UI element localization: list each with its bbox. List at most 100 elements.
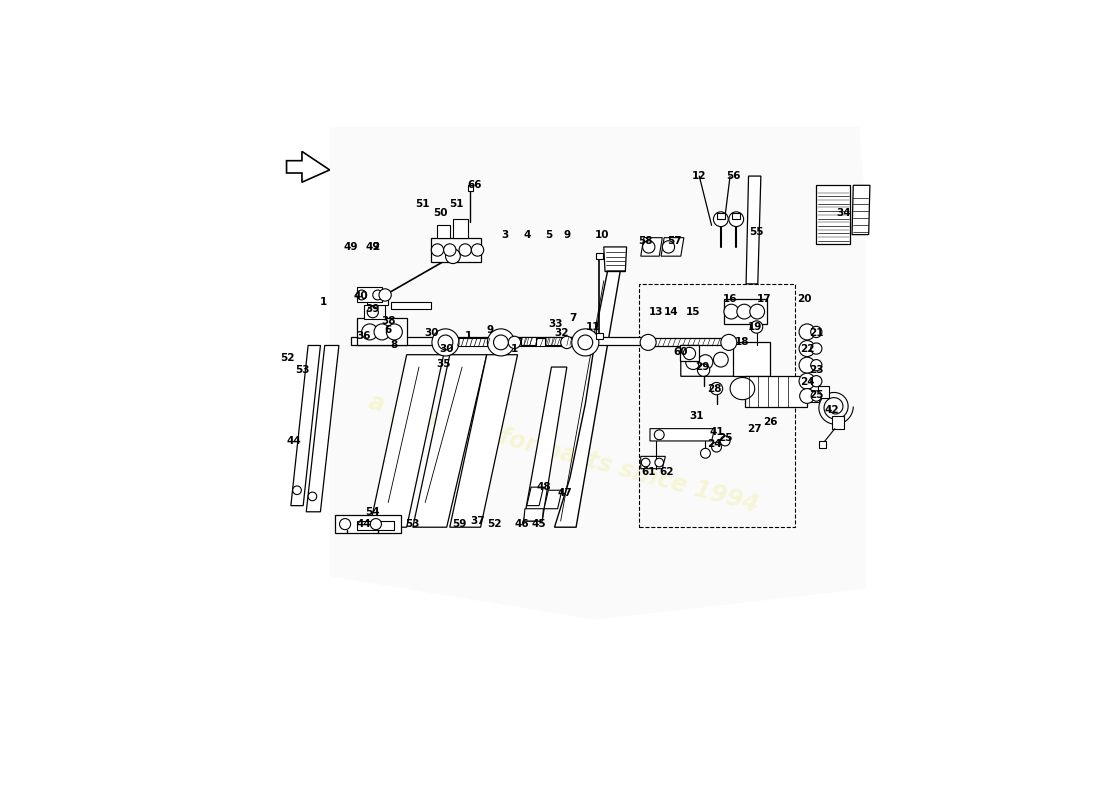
Circle shape: [683, 347, 695, 360]
Text: 13: 13: [649, 306, 663, 317]
Circle shape: [431, 244, 443, 256]
Text: 46: 46: [515, 519, 529, 529]
Circle shape: [799, 324, 815, 340]
Polygon shape: [732, 213, 740, 219]
Polygon shape: [527, 487, 543, 506]
Polygon shape: [358, 521, 394, 530]
Polygon shape: [290, 346, 320, 506]
Text: 44: 44: [287, 436, 301, 446]
Polygon shape: [640, 238, 662, 256]
Text: 3: 3: [502, 230, 509, 240]
Circle shape: [378, 289, 392, 301]
Circle shape: [362, 324, 377, 340]
Polygon shape: [717, 213, 725, 219]
Text: 24: 24: [707, 439, 722, 449]
Text: 21: 21: [810, 328, 824, 338]
Polygon shape: [455, 338, 493, 346]
Text: 36: 36: [356, 331, 371, 342]
Circle shape: [799, 373, 815, 390]
Polygon shape: [820, 441, 825, 448]
Text: 8: 8: [390, 341, 398, 350]
Circle shape: [800, 389, 814, 403]
Text: 12: 12: [692, 171, 706, 181]
Polygon shape: [392, 302, 431, 309]
Circle shape: [654, 458, 663, 467]
Text: 61: 61: [641, 466, 656, 477]
Text: 52: 52: [487, 519, 502, 529]
Circle shape: [701, 448, 711, 458]
Text: 9: 9: [486, 325, 494, 335]
Polygon shape: [334, 515, 400, 534]
Text: 45: 45: [531, 519, 547, 529]
Text: 16: 16: [723, 294, 737, 304]
Text: 39: 39: [365, 303, 380, 314]
Circle shape: [293, 486, 301, 494]
Text: 1: 1: [510, 343, 518, 354]
Polygon shape: [818, 386, 828, 398]
Polygon shape: [566, 338, 582, 346]
Polygon shape: [733, 342, 770, 376]
Polygon shape: [366, 298, 388, 306]
Polygon shape: [544, 490, 562, 509]
Text: 28: 28: [707, 383, 722, 394]
Text: 55: 55: [749, 226, 763, 237]
Circle shape: [487, 329, 515, 356]
Circle shape: [714, 212, 728, 226]
Text: 26: 26: [763, 418, 778, 427]
Circle shape: [720, 334, 737, 350]
Text: 49: 49: [344, 242, 359, 252]
Circle shape: [443, 244, 456, 256]
Polygon shape: [647, 338, 730, 346]
Text: 10: 10: [595, 230, 609, 240]
Text: 30: 30: [440, 343, 454, 354]
Circle shape: [373, 290, 383, 300]
Polygon shape: [524, 367, 567, 521]
Text: 41: 41: [710, 426, 724, 437]
Text: 53: 53: [406, 519, 420, 529]
Ellipse shape: [730, 378, 755, 400]
Text: 20: 20: [796, 294, 811, 304]
Text: 38: 38: [381, 316, 395, 326]
Circle shape: [711, 382, 723, 394]
Circle shape: [508, 336, 520, 349]
Polygon shape: [358, 318, 407, 346]
Text: 33: 33: [549, 319, 563, 329]
Text: 25: 25: [718, 433, 733, 443]
Polygon shape: [604, 247, 627, 271]
Text: 51: 51: [415, 199, 429, 209]
Circle shape: [811, 376, 822, 387]
Text: 60: 60: [673, 346, 688, 357]
Text: 25: 25: [810, 390, 824, 400]
Text: 5: 5: [544, 230, 552, 240]
Polygon shape: [554, 259, 623, 527]
Text: 30: 30: [425, 328, 439, 338]
Text: 24: 24: [800, 378, 814, 387]
Text: 54: 54: [365, 507, 381, 517]
Text: 34: 34: [837, 208, 851, 218]
Text: 49: 49: [365, 242, 380, 252]
Polygon shape: [468, 186, 473, 191]
Circle shape: [446, 249, 460, 263]
Text: 15: 15: [686, 306, 701, 317]
Text: 42: 42: [824, 405, 839, 415]
Polygon shape: [524, 509, 543, 521]
Circle shape: [471, 244, 484, 256]
Circle shape: [642, 241, 654, 253]
Circle shape: [698, 354, 713, 370]
Polygon shape: [746, 376, 807, 407]
Circle shape: [386, 324, 403, 340]
Circle shape: [572, 329, 598, 356]
Circle shape: [371, 518, 382, 530]
Polygon shape: [596, 333, 603, 339]
Circle shape: [662, 241, 674, 253]
Text: 2: 2: [372, 242, 379, 252]
Text: 50: 50: [433, 208, 448, 218]
Circle shape: [374, 324, 390, 340]
Circle shape: [578, 335, 593, 350]
Text: 7: 7: [570, 313, 576, 322]
Text: a passion for parts since 1994: a passion for parts since 1994: [366, 390, 761, 517]
Text: 4: 4: [524, 230, 530, 240]
Circle shape: [712, 442, 722, 452]
Circle shape: [750, 304, 764, 319]
Polygon shape: [520, 338, 536, 346]
